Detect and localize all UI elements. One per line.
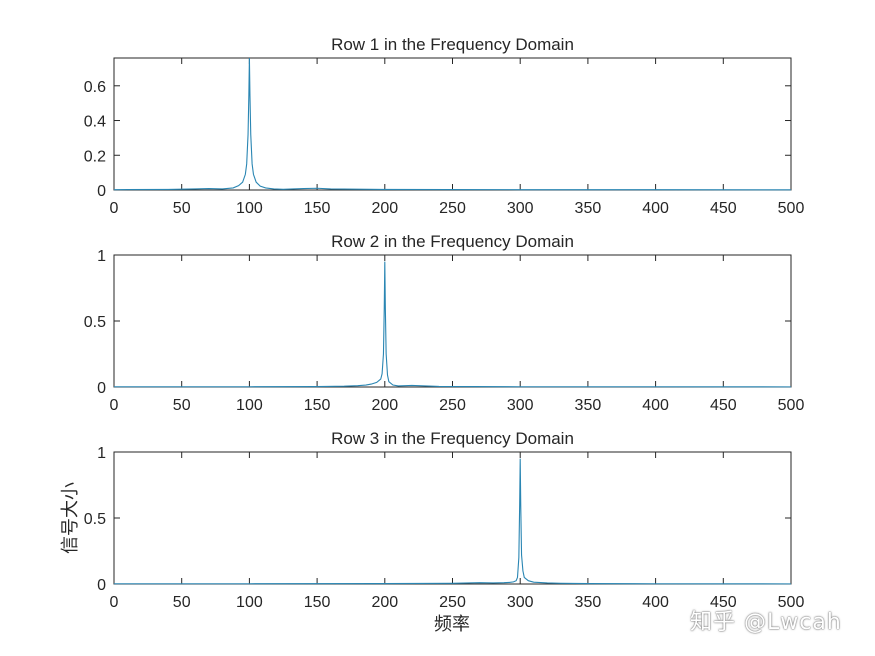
x-tick-label: 450 — [710, 200, 737, 217]
x-tick-label: 500 — [778, 200, 805, 217]
x-tick-label: 350 — [575, 397, 602, 414]
y-tick-label: 1 — [97, 445, 106, 462]
y-axis-label: 信号大小 — [60, 482, 80, 554]
x-tick-label: 250 — [439, 200, 466, 217]
x-tick-label: 500 — [778, 594, 805, 611]
x-tick-label: 0 — [110, 200, 119, 217]
y-tick-label: 0.5 — [84, 511, 106, 528]
axes-box-1 — [113, 57, 792, 191]
y-tick-label: 1 — [97, 248, 106, 265]
x-tick-label: 100 — [236, 594, 263, 611]
x-tick-label: 150 — [304, 594, 331, 611]
x-tick-label: 300 — [507, 397, 534, 414]
subplot-3: Row 3 in the Frequency Domain 0 50 100 150 20… — [84, 429, 805, 611]
x-tick-label: 500 — [778, 397, 805, 414]
axes-box-2 — [113, 254, 792, 388]
series-line-3 — [114, 458, 792, 585]
x-tick-label: 300 — [507, 594, 534, 611]
x-tick-label: 0 — [110, 594, 119, 611]
x-tick-label: 450 — [710, 594, 737, 611]
x-tick-label: 400 — [642, 397, 669, 414]
x-tick-label: 50 — [173, 397, 191, 414]
subplot-title-1: Row 1 in the Frequency Domain — [331, 35, 574, 54]
x-tick-label: 50 — [173, 594, 191, 611]
x-tick-label: 400 — [642, 594, 669, 611]
y-tick-label: 0.4 — [84, 114, 106, 131]
y-tick-label: 0.5 — [84, 314, 106, 331]
x-tick-label: 50 — [173, 200, 191, 217]
x-tick-label: 200 — [371, 397, 398, 414]
x-tick-label: 0 — [110, 397, 119, 414]
y-tick-label: 0.2 — [84, 148, 106, 165]
subplot-2: Row 2 in the Frequency Domain 0 50 100 150 20… — [84, 232, 805, 414]
x-tick-label: 250 — [439, 594, 466, 611]
x-tick-label: 200 — [371, 594, 398, 611]
axes-box-3 — [113, 451, 792, 585]
y-tick-label: 0 — [97, 577, 106, 594]
x-tick-label: 100 — [236, 397, 263, 414]
y-tick-label: 0 — [97, 380, 106, 397]
watermark: 知乎 @Lwcah — [690, 610, 842, 635]
y-tick-label: 0.6 — [84, 79, 106, 96]
x-tick-label: 450 — [710, 397, 737, 414]
x-tick-label: 200 — [371, 200, 398, 217]
x-tick-label: 250 — [439, 397, 466, 414]
x-tick-label: 350 — [575, 200, 602, 217]
x-tick-label: 400 — [642, 200, 669, 217]
x-tick-label: 350 — [575, 594, 602, 611]
x-axis-label: 频率 — [434, 614, 470, 634]
subplot-title-2: Row 2 in the Frequency Domain — [331, 232, 574, 251]
x-tick-label: 100 — [236, 200, 263, 217]
x-tick-label: 150 — [304, 200, 331, 217]
y-tick-label: 0 — [97, 183, 106, 200]
x-tick-label: 150 — [304, 397, 331, 414]
series-line-2 — [114, 261, 792, 388]
subplot-1: Row 1 in the Frequency Domain 0 50 100 150 20… — [84, 35, 805, 217]
subplot-title-3: Row 3 in the Frequency Domain — [331, 429, 574, 448]
series-line-1 — [113, 57, 792, 191]
x-tick-label: 300 — [507, 200, 534, 217]
